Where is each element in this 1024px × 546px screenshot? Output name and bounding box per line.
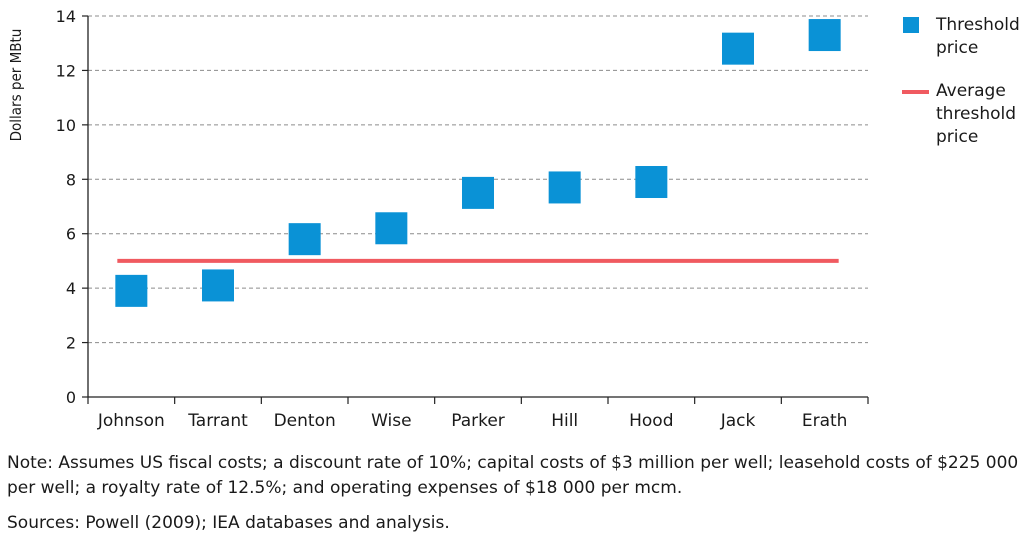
chart: 0 2 4 6 8 10 12 14 Johnson Tarrant Denton Wise Parke… [7, 7, 1020, 431]
x-tick-label: Jack [720, 411, 756, 431]
threshold-point [375, 212, 408, 245]
y-tick-label: 2 [66, 334, 76, 353]
x-tick-label: Parker [451, 411, 505, 431]
threshold-point [115, 274, 148, 307]
y-tick-label: 10 [56, 116, 76, 135]
y-axis-title: Dollars per MBtu [7, 28, 25, 142]
x-tick-label: Hood [629, 411, 673, 431]
threshold-point [808, 19, 841, 52]
chart-note: Note: Assumes US fiscal costs; a discoun… [7, 453, 1019, 498]
threshold-point [462, 176, 494, 209]
x-tick-label: Hill [551, 411, 578, 431]
threshold-point [202, 269, 234, 302]
y-tick-label: 6 [66, 225, 76, 244]
x-tick-label: Johnson [97, 411, 165, 431]
legend-threshold-label: Threshold price [936, 15, 1020, 58]
threshold-point [548, 171, 581, 204]
threshold-point [722, 32, 754, 65]
legend-line-marker [902, 89, 929, 94]
x-tick-label: Denton [274, 411, 336, 431]
y-tick-label: 14 [56, 7, 76, 26]
x-tick-label: Wise [371, 411, 411, 431]
chart-sources: Sources: Powell (2009); IEA databases an… [7, 513, 450, 533]
legend-item-threshold: Threshold price [902, 14, 1020, 60]
y-tick-label: 8 [66, 170, 76, 189]
x-tick-label: Tarrant [187, 411, 248, 431]
legend-square-marker [903, 17, 919, 33]
y-tick-label: 0 [66, 388, 76, 407]
y-tick-label: 4 [66, 279, 76, 298]
legend-item-average: Average threshold price [902, 80, 1017, 149]
threshold-point [288, 223, 321, 256]
chart-plot: 0 2 4 6 8 10 12 14 Johnson Tarrant Denton Wise Parke… [56, 7, 869, 431]
legend: Threshold price Average threshold price [902, 14, 1020, 169]
legend-average-label: Average threshold price [936, 80, 1017, 147]
x-tick-label: Erath [802, 411, 848, 431]
y-tick-label: 12 [56, 61, 76, 80]
threshold-point [635, 166, 668, 199]
